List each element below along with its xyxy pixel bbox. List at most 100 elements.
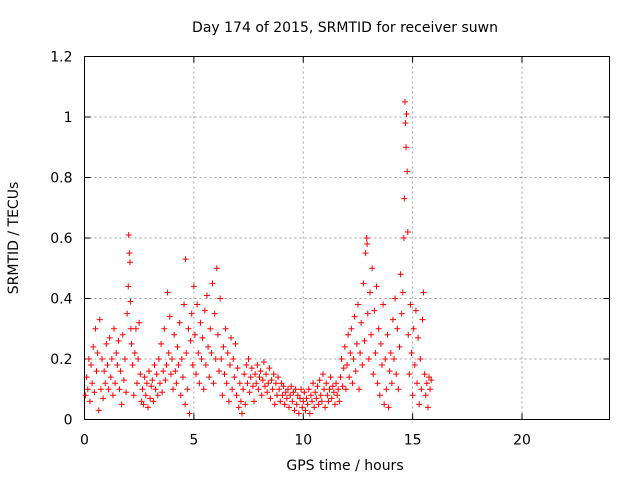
data-point [399, 289, 406, 296]
data-point [383, 386, 390, 393]
data-point [107, 374, 114, 381]
data-point [293, 401, 300, 408]
data-point [407, 301, 414, 308]
data-point [220, 343, 227, 350]
data-point [289, 398, 296, 405]
data-point [160, 368, 167, 375]
data-point [111, 325, 118, 332]
data-point [162, 377, 169, 384]
data-point [400, 235, 407, 241]
data-point [125, 231, 132, 238]
data-point [187, 337, 194, 344]
data-point [267, 395, 274, 402]
x-axis-label: GPS time / hours [286, 458, 403, 474]
data-point [268, 377, 275, 384]
data-point [263, 371, 270, 378]
data-point [341, 343, 348, 350]
data-point [371, 307, 378, 314]
data-point [165, 349, 172, 356]
x-tick-label: 5 [189, 433, 198, 449]
data-point [149, 377, 156, 384]
data-point [408, 349, 415, 356]
data-point [401, 195, 408, 202]
data-point [248, 365, 255, 372]
data-point [143, 380, 150, 387]
data-point [406, 371, 413, 378]
data-point [394, 325, 401, 332]
data-point [299, 404, 306, 411]
data-point [322, 404, 329, 411]
data-point [264, 389, 271, 396]
y-tick-label: 0.8 [50, 171, 72, 187]
data-point [214, 331, 221, 338]
data-point [360, 280, 367, 287]
data-point [294, 392, 301, 399]
data-point [423, 380, 430, 387]
data-point [303, 395, 310, 402]
data-point [82, 392, 89, 399]
data-point [225, 398, 232, 405]
data-point [186, 410, 193, 417]
data-point [103, 340, 110, 347]
data-point [135, 356, 142, 362]
data-point [249, 383, 256, 390]
data-point [233, 392, 240, 399]
data-point [204, 292, 210, 299]
data-point [154, 392, 161, 399]
data-point [270, 371, 277, 378]
data-point [181, 301, 188, 308]
data-point [258, 392, 265, 399]
data-point [245, 356, 252, 362]
data-point [265, 380, 272, 387]
data-point [336, 398, 343, 405]
data-point [377, 340, 384, 347]
data-point [426, 374, 433, 381]
data-point [175, 362, 182, 369]
data-point [153, 371, 160, 378]
data-point [218, 356, 225, 362]
data-point [401, 98, 408, 105]
data-point [421, 371, 428, 378]
data-point [389, 316, 396, 323]
data-point [330, 389, 337, 396]
data-point [306, 410, 313, 417]
data-point [131, 349, 138, 356]
data-point [369, 265, 376, 272]
data-point [290, 389, 297, 396]
y-tick-label: 0.2 [50, 352, 72, 368]
data-point [291, 407, 298, 414]
data-point [182, 401, 189, 408]
data-point [257, 368, 264, 375]
data-point [398, 310, 405, 317]
data-point [201, 307, 208, 314]
data-point [184, 386, 191, 393]
data-point [221, 371, 228, 378]
data-point [298, 386, 305, 393]
x-tick-label: 0 [80, 433, 89, 449]
data-points [82, 98, 435, 417]
data-point [173, 380, 180, 387]
data-point [166, 313, 173, 320]
data-point [223, 380, 230, 387]
data-point [105, 386, 112, 393]
data-point [150, 398, 157, 405]
data-point [333, 380, 340, 387]
data-point [232, 340, 239, 347]
data-point [174, 343, 181, 350]
data-point [364, 241, 371, 248]
data-point [259, 377, 266, 384]
data-point [404, 228, 411, 235]
data-point [282, 389, 289, 396]
data-point [240, 386, 247, 393]
data-point [85, 356, 92, 362]
data-point [381, 401, 388, 408]
data-point [271, 401, 278, 408]
data-point [391, 356, 398, 362]
data-point [126, 250, 133, 257]
data-point [99, 356, 105, 362]
data-point [347, 349, 354, 356]
data-point [376, 392, 383, 399]
data-point [274, 392, 280, 399]
data-point [380, 301, 387, 308]
data-point [142, 392, 149, 399]
